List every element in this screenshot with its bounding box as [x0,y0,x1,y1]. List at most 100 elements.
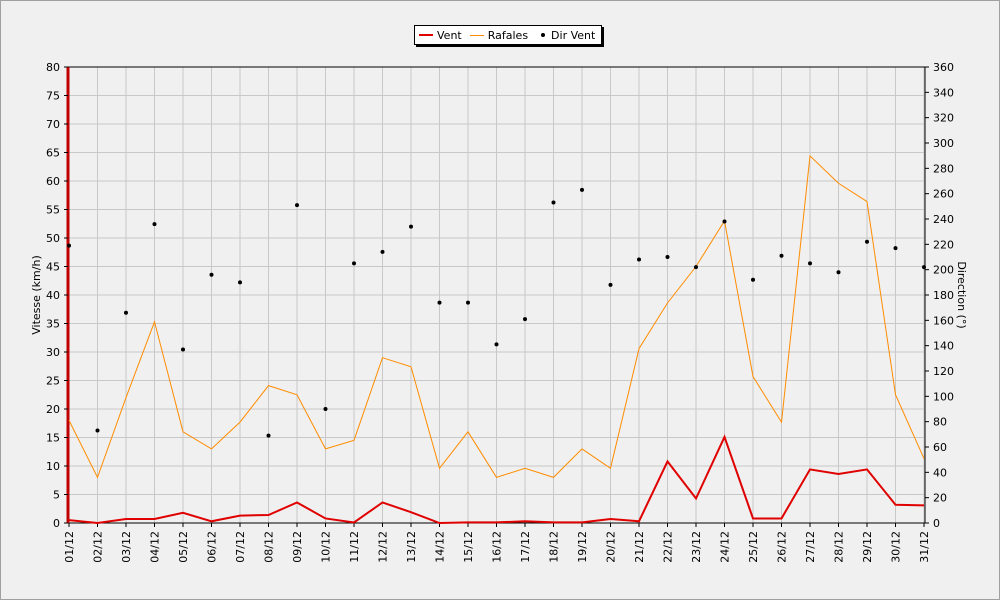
point-dir-vent [323,407,328,411]
x-tick-label: 10/12 [320,531,333,563]
x-tick-label: 30/12 [890,531,903,563]
point-dir-vent [580,187,584,192]
y-tick-label: 10 [46,460,60,473]
y-tick-label: 40 [46,289,60,302]
x-tick-label: 14/12 [434,531,447,563]
point-dir-vent [466,300,470,305]
y-tick-label: 70 [46,118,60,131]
x-tick-label: 27/12 [804,531,817,563]
legend-label: Rafales [487,28,529,42]
y-tick-label: 5 [53,489,60,502]
point-dir-vent [665,255,670,259]
series-line-rafales [68,154,925,479]
x-tick-label: 06/12 [206,531,219,563]
point-dir-vent [352,261,356,266]
y2-tick-label: 160 [933,314,954,327]
point-dir-vent [238,280,242,285]
point-dir-vent [181,347,185,352]
x-tick-label: 29/12 [861,531,874,563]
legend-item-rafales: Rafales [469,28,529,42]
y2-tick-label: 140 [933,340,954,353]
point-dir-vent [722,219,727,224]
point-dir-vent [67,243,71,248]
y-tick-label: 15 [46,432,60,445]
point-dir-vent [922,265,926,270]
x-tick-label: 23/12 [690,531,703,563]
x-tick-label: 07/12 [234,531,247,563]
y-tick-label: 0 [53,517,60,530]
y-tick-label: 55 [46,204,60,217]
point-dir-vent [409,224,413,229]
x-tick-label: 09/12 [291,531,304,563]
y2-tick-label: 120 [933,365,954,378]
x-tick-label: 18/12 [548,531,561,563]
y2-tick-label: 340 [933,86,954,99]
y-tick-label: 65 [46,147,60,160]
point-dir-vent [295,203,299,208]
y-axis-title: Vitesse (km/h) [30,255,43,335]
point-dir-vent [551,200,556,205]
x-tick-label: 13/12 [405,531,418,563]
point-dir-vent [751,277,755,282]
point-dir-vent [608,282,613,287]
x-tick-label: 19/12 [576,531,589,563]
chart-legend: Vent Rafales Dir Vent [414,25,603,45]
legend-label: Vent [437,28,462,42]
point-dir-vent [152,222,157,227]
x-tick-label: 01/12 [63,531,76,563]
x-tick-label: 17/12 [519,531,532,563]
x-tick-label: 16/12 [491,531,504,563]
y2-tick-label: 220 [933,238,954,251]
x-tick-label: 28/12 [833,531,846,563]
y-tick-label: 35 [46,318,60,331]
x-tick-label: 20/12 [605,531,618,563]
y2-tick-label: 320 [933,112,954,125]
x-tick-label: 12/12 [377,531,390,563]
legend-label: Dir Vent [551,28,596,42]
y2-tick-label: 360 [933,61,954,74]
y2-tick-label: 240 [933,213,954,226]
y-tick-label: 30 [46,346,60,359]
y2-tick-label: 0 [933,517,940,530]
y2-tick-label: 260 [933,188,954,201]
legend-item-dir-vent: Dir Vent [536,29,595,42]
legend-line-icon [419,34,433,36]
y2-tick-label: 300 [933,137,954,150]
y-tick-label: 80 [46,61,60,74]
y2-tick-label: 40 [933,466,947,479]
point-dir-vent [380,249,385,254]
point-dir-vent [836,270,841,275]
x-tick-label: 24/12 [719,531,732,563]
point-dir-vent [637,257,641,262]
y2-tick-label: 80 [933,416,947,429]
x-tick-label: 03/12 [120,531,133,563]
x-tick-label: 31/12 [918,531,931,563]
x-tick-label: 04/12 [149,531,162,563]
x-tick-label: 22/12 [662,531,675,563]
y-tick-label: 25 [46,375,60,388]
point-dir-vent [865,239,869,244]
y-tick-label: 75 [46,90,60,103]
x-tick-label: 15/12 [462,531,475,563]
x-tick-label: 11/12 [348,531,361,563]
point-dir-vent [808,261,812,266]
y-tick-label: 45 [46,261,60,274]
y2-tick-label: 200 [933,264,954,277]
point-dir-vent [523,317,527,322]
series-line-vent [68,434,925,525]
point-dir-vent [437,300,442,305]
y2-tick-label: 20 [933,492,947,505]
point-dir-vent [893,246,898,251]
point-dir-vent [494,342,499,347]
point-dir-vent [694,265,698,270]
x-tick-label: 26/12 [776,531,789,563]
legend-line-icon [469,34,484,36]
x-tick-label: 05/12 [177,531,190,563]
point-dir-vent [266,433,271,438]
y2-tick-label: 60 [933,441,947,454]
x-tick-label: 25/12 [747,531,760,563]
y2-tick-label: 180 [933,289,954,302]
point-dir-vent [779,253,784,258]
legend-item-vent: Vent [419,29,462,42]
x-tick-label: 21/12 [633,531,646,563]
